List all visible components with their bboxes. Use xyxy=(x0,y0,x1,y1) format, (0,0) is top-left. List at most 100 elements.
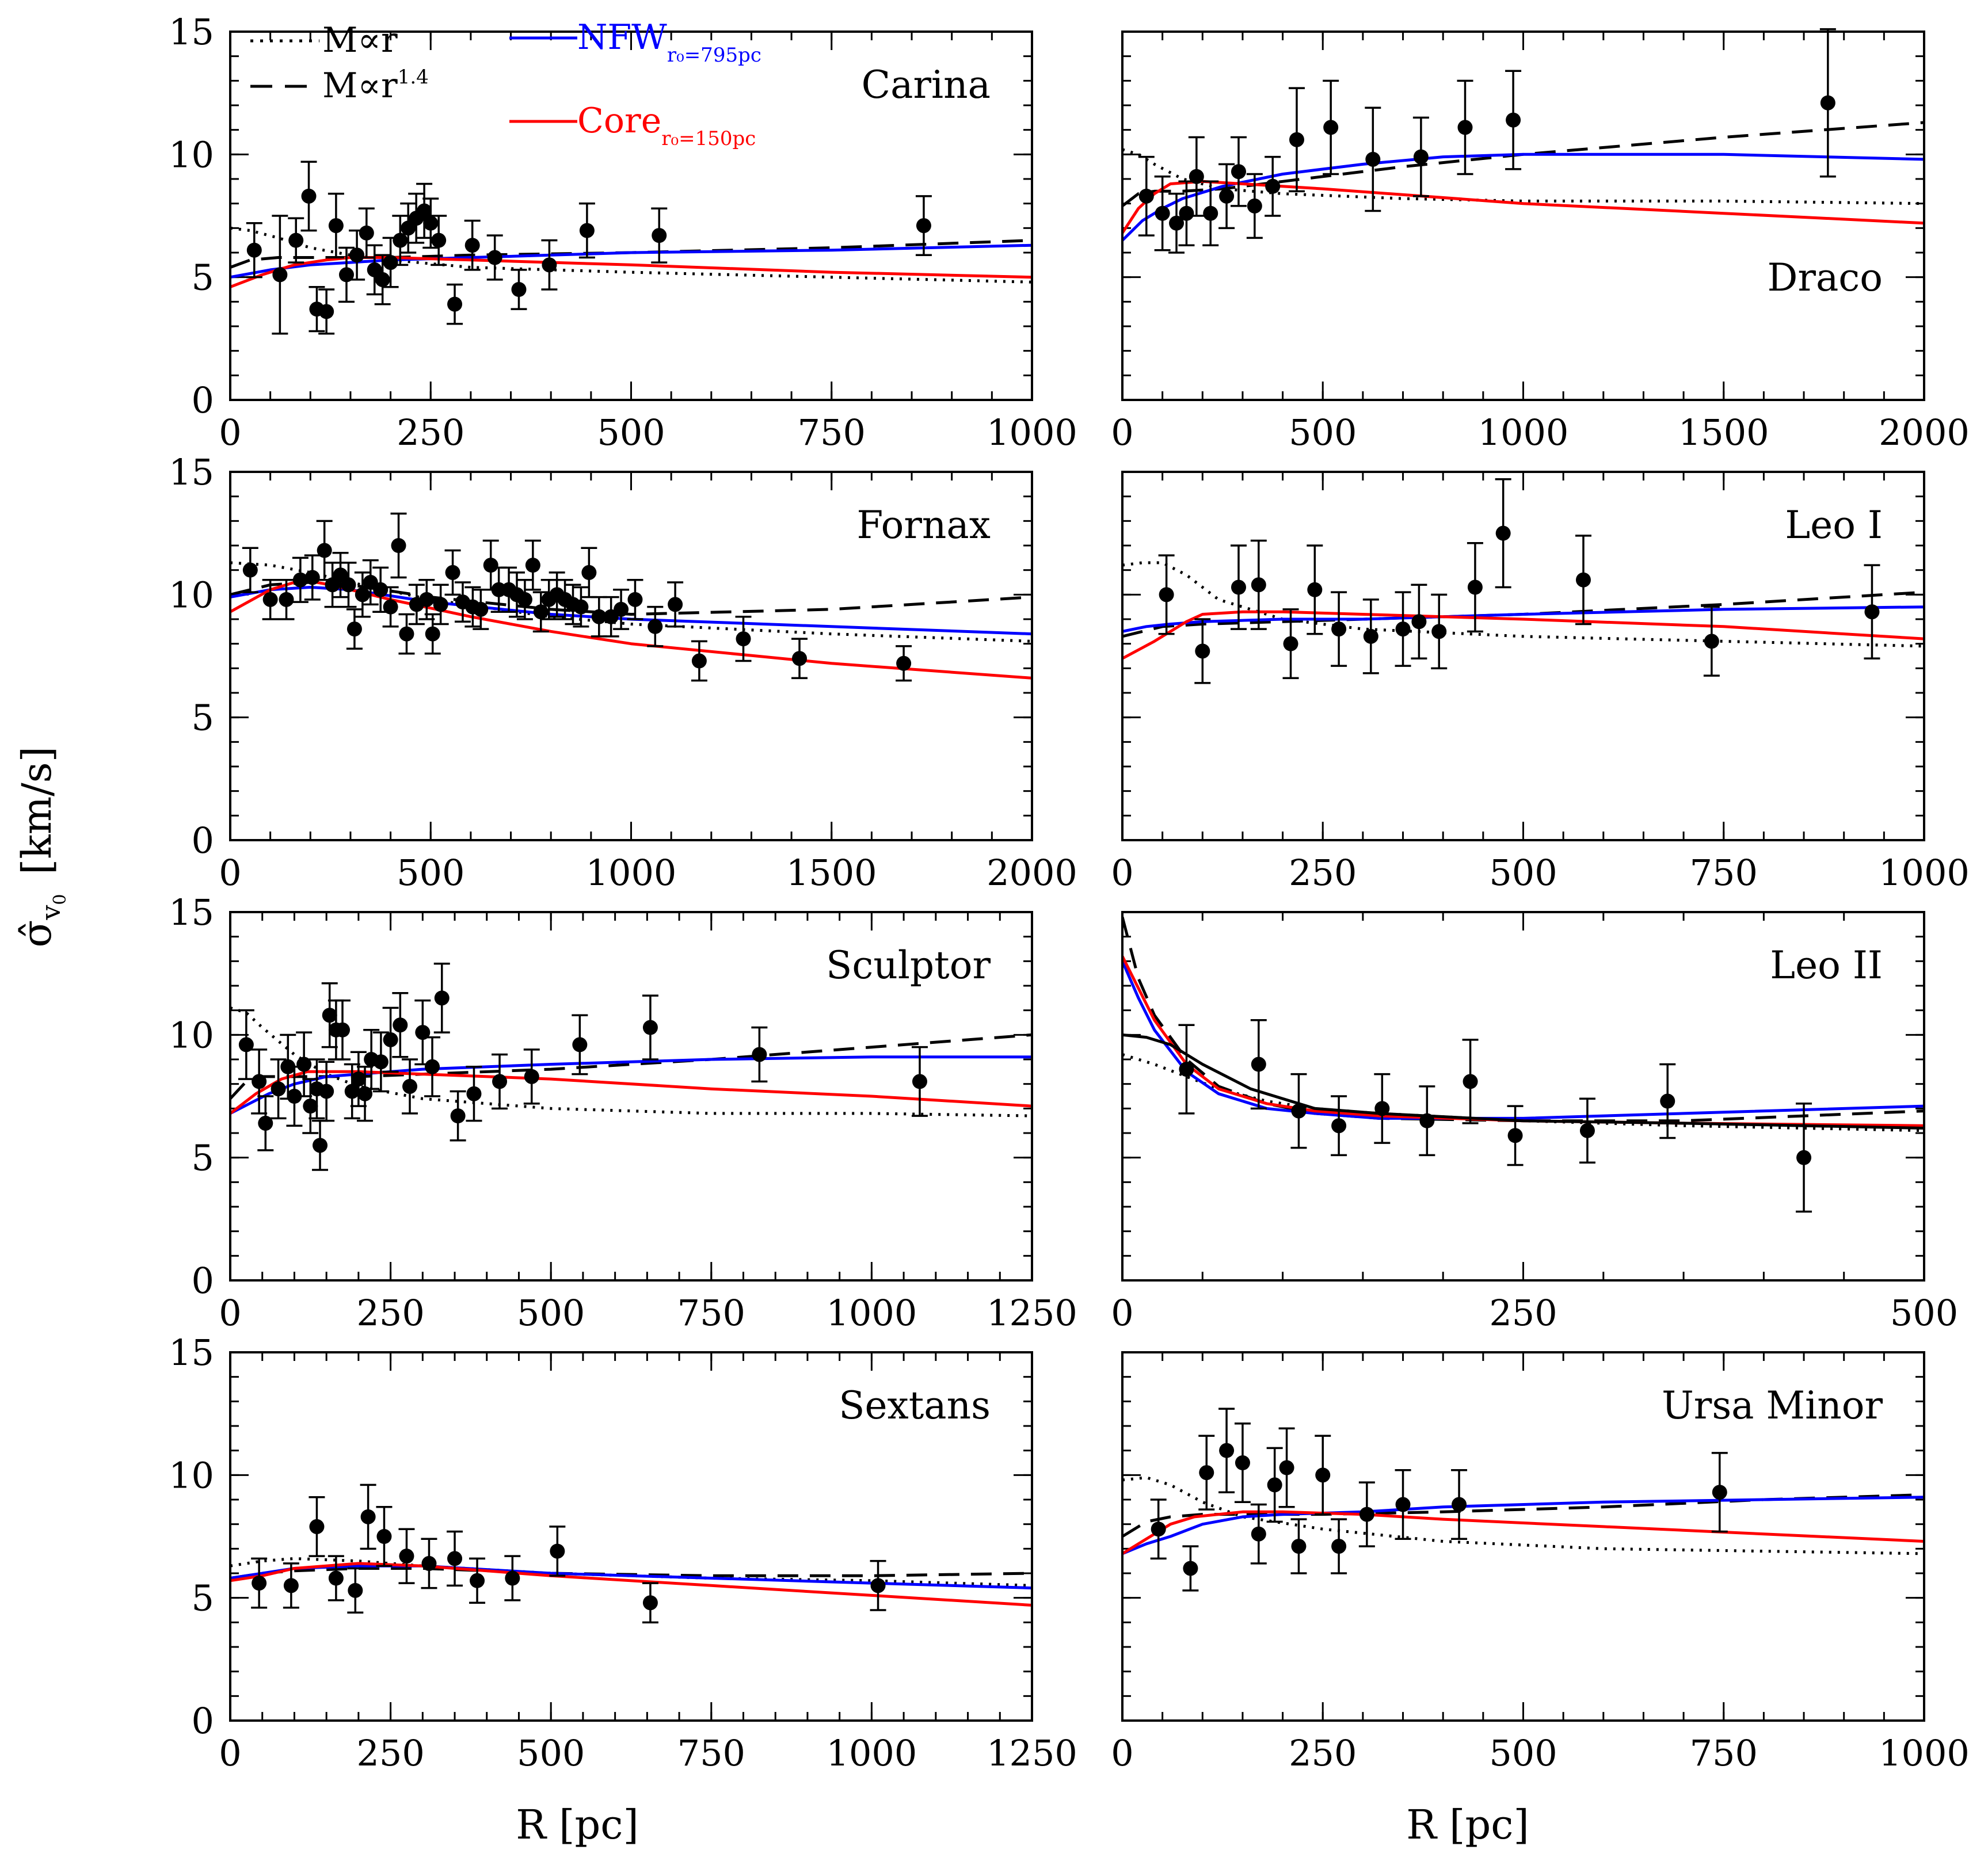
data-point xyxy=(896,645,912,682)
x-axis-label-right: R [pc] xyxy=(1406,1801,1529,1848)
series-m-r xyxy=(1122,561,1924,648)
series-nfw xyxy=(1122,1496,1924,1555)
data-point xyxy=(398,613,415,655)
marker xyxy=(1179,1062,1194,1077)
data-point xyxy=(1505,70,1522,170)
y-tick-label: 0 xyxy=(192,379,214,421)
data-point xyxy=(524,539,541,591)
data-point xyxy=(1711,1452,1728,1533)
data-point xyxy=(504,1555,521,1601)
marker xyxy=(1219,1443,1235,1458)
x-tick-label: 0 xyxy=(219,411,241,453)
marker xyxy=(319,1084,334,1099)
series-m-r xyxy=(230,1557,1032,1587)
data-point xyxy=(1495,478,1511,589)
data-point xyxy=(251,1048,268,1115)
panel-sextans: 0 250 500 750 1000 1250 0 5 10 15 Sextans xyxy=(169,1332,1077,1774)
data-point xyxy=(791,638,808,680)
marker xyxy=(572,1037,588,1052)
marker xyxy=(591,609,607,624)
x-tick-label: 1000 xyxy=(1879,852,1970,894)
x-tick-label: 750 xyxy=(1690,1732,1758,1774)
data-points xyxy=(1158,478,1880,684)
marker xyxy=(296,1057,312,1072)
data-point xyxy=(422,197,439,249)
marker xyxy=(271,1081,286,1097)
x-tick-label: 500 xyxy=(397,852,464,894)
data-point xyxy=(1864,564,1880,660)
marker xyxy=(344,1084,360,1099)
legend-label-mr14: M∝r1.4 xyxy=(322,66,429,106)
data-point xyxy=(309,1496,325,1557)
marker xyxy=(1138,188,1154,204)
data-point xyxy=(647,605,664,647)
y-tick-label: 10 xyxy=(169,574,214,616)
curves xyxy=(1122,121,1924,242)
marker xyxy=(355,587,370,602)
y-tick-label: 5 xyxy=(192,1137,214,1179)
curves xyxy=(1122,561,1924,660)
marker xyxy=(272,267,288,283)
y-tick-label: 0 xyxy=(192,819,214,861)
data-point xyxy=(382,586,399,628)
marker xyxy=(1195,643,1210,659)
x-tick-label: 1250 xyxy=(987,1292,1077,1334)
marker xyxy=(391,538,406,553)
marker xyxy=(648,619,663,634)
marker xyxy=(1189,169,1204,184)
panel-leo-ii: 0 250 500 Leo II xyxy=(1111,911,1958,1334)
marker xyxy=(417,203,432,219)
data-points xyxy=(1138,28,1836,254)
data-point xyxy=(1431,593,1448,670)
data-point xyxy=(1288,87,1305,193)
x-tick-label: 1000 xyxy=(987,411,1077,453)
data-point xyxy=(362,559,379,606)
curves xyxy=(230,1557,1032,1607)
marker xyxy=(896,655,912,671)
data-point xyxy=(1358,1481,1375,1547)
marker xyxy=(421,1555,437,1571)
data-point xyxy=(1218,163,1235,230)
panel-title: Leo II xyxy=(1770,943,1883,987)
marker xyxy=(464,238,480,253)
x-tick-label: 1000 xyxy=(827,1732,917,1774)
data-point xyxy=(1150,1498,1167,1560)
x-tick-label: 750 xyxy=(677,1292,745,1334)
data-point xyxy=(1178,1024,1195,1115)
marker xyxy=(349,247,365,263)
x-tick-label: 1250 xyxy=(987,1732,1077,1774)
marker xyxy=(288,232,304,248)
marker xyxy=(542,257,557,273)
panel-carina: 0 250 500 750 1000 0 5 10 15 Carina xyxy=(169,11,1077,453)
data-point xyxy=(1182,1545,1199,1592)
data-point xyxy=(915,195,932,257)
data-point xyxy=(408,192,425,244)
data-point xyxy=(296,1031,313,1097)
data-point xyxy=(603,596,619,638)
data-point xyxy=(1507,1105,1524,1166)
series-m-r1-4 xyxy=(230,1033,1032,1100)
data-point xyxy=(1218,1408,1235,1493)
data-point xyxy=(613,589,630,630)
marker xyxy=(1411,614,1427,630)
series-nfw xyxy=(1122,605,1924,633)
marker xyxy=(1231,579,1246,595)
marker xyxy=(341,577,356,593)
data-point xyxy=(516,578,533,620)
series-m-r xyxy=(1122,1053,1924,1132)
marker xyxy=(1575,572,1591,588)
data-point xyxy=(421,1538,437,1589)
marker xyxy=(1155,205,1170,221)
marker xyxy=(328,1570,344,1586)
marker xyxy=(505,1570,520,1586)
marker xyxy=(1283,636,1298,651)
marker xyxy=(533,604,549,620)
marker xyxy=(579,223,595,238)
data-points xyxy=(242,512,912,682)
marker xyxy=(357,1086,373,1101)
data-point xyxy=(1579,1097,1595,1164)
marker xyxy=(1704,634,1719,649)
data-point xyxy=(257,1095,274,1151)
data-point xyxy=(581,547,597,598)
marker xyxy=(487,250,502,265)
